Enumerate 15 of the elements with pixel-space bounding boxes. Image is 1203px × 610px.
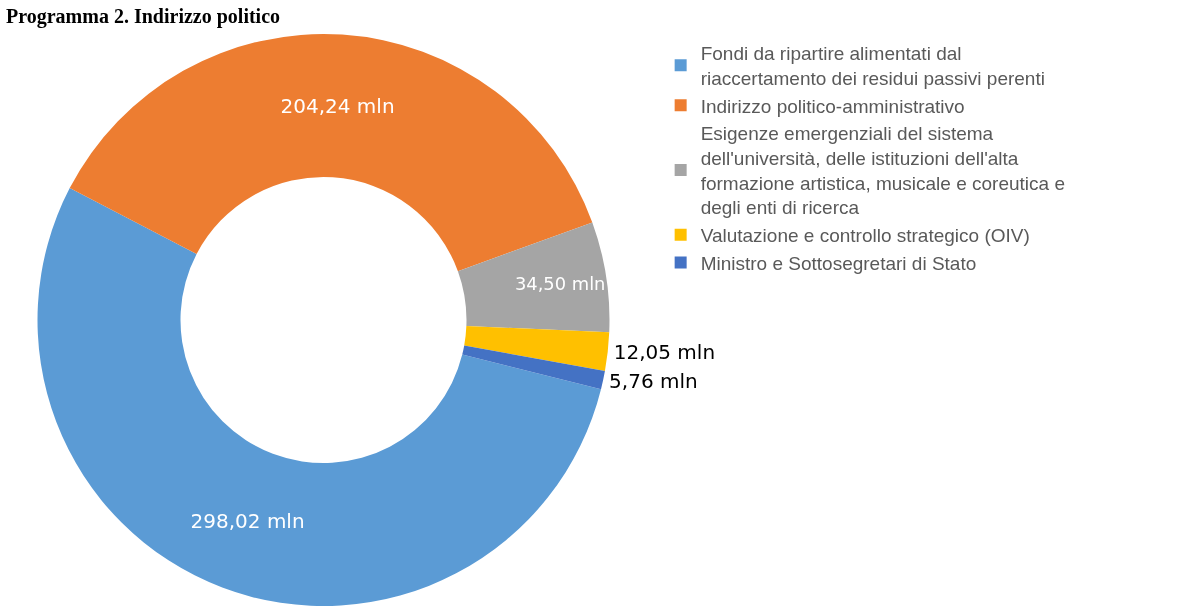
legend-label: Fondi da ripartire alimentati dal riaccertamento dei residui passivi perenti [700, 43, 1045, 89]
chart-title: Programma 2. Indirizzo politico [6, 5, 281, 29]
data-label: 5,76 mln [609, 368, 698, 393]
legend-label: Indirizzo politico-amministrativo [700, 95, 965, 117]
data-label: 204,24 mln [280, 93, 395, 118]
legend-label: Ministro e Sottosegretari di Stato [700, 252, 977, 274]
data-label: 34,50 mln [514, 272, 606, 294]
donut-slice [462, 345, 605, 390]
donut-slice [69, 34, 593, 272]
donut-slice [464, 326, 610, 371]
donut-slice [457, 222, 610, 333]
data-label: 12,05 mln [613, 339, 716, 364]
data-label: 298,02 mln [190, 508, 305, 533]
legend-label: Esigenze emergenziali del sistema dell'università, delle istituzioni dell'alta formazione artistica, musicale e coreutica e degli enti di ricerca [700, 123, 1065, 219]
legend-label: Valutazione e controllo strategico (OIV) [700, 225, 1030, 247]
